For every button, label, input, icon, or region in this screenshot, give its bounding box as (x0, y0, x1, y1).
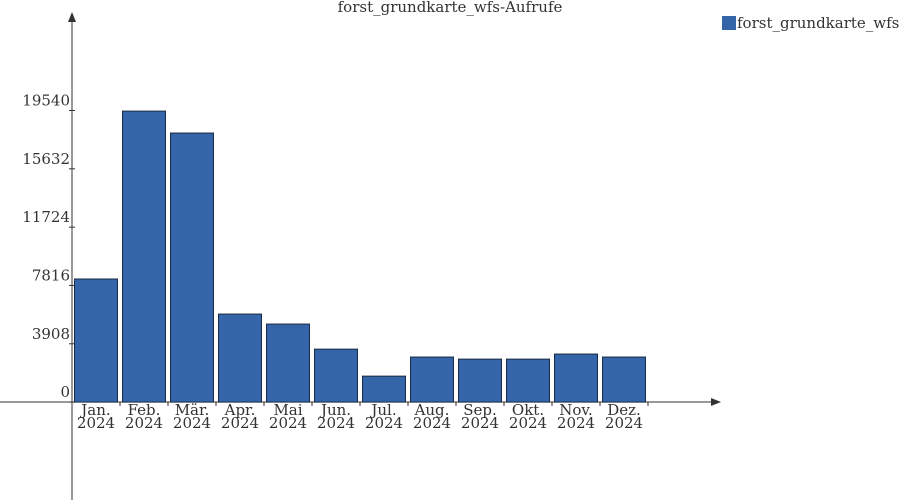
x-tick-label: 2024 (173, 414, 211, 432)
x-tick-label: 2024 (413, 414, 451, 432)
x-tick-label: 2024 (365, 414, 403, 432)
x-tick-label: 2024 (605, 414, 643, 432)
bar (122, 110, 166, 403)
x-tick-label: 2024 (125, 414, 163, 432)
bar (314, 348, 358, 403)
bar (218, 313, 262, 403)
bar (410, 356, 454, 403)
x-tick-label: Nov. (559, 401, 593, 419)
x-tick-label: Apr. (224, 401, 256, 419)
x-tick-label: Jul. (369, 401, 396, 419)
bar (266, 323, 310, 403)
bar (554, 353, 598, 403)
bar (458, 358, 502, 403)
x-tick-label: Sep. (463, 401, 497, 419)
bar (506, 358, 550, 403)
y-tick-label: 3908 (32, 325, 70, 343)
x-tick-label: Jan. (79, 401, 110, 419)
x-tick-label: Feb. (128, 401, 161, 419)
bar (362, 375, 406, 403)
x-tick-label: Jun. (319, 401, 351, 419)
x-tick-label: 2024 (557, 414, 595, 432)
x-tick-label: 2024 (509, 414, 547, 432)
x-tick-label: Aug. (414, 401, 450, 419)
x-tick-label: Mai (273, 401, 302, 419)
bar (74, 278, 118, 403)
y-tick-label: 7816 (32, 266, 70, 284)
x-tick-label: 2024 (461, 414, 499, 432)
x-tick-label: Dez. (607, 401, 641, 419)
x-tick-label: 2024 (269, 414, 307, 432)
x-tick-label: 2024 (221, 414, 259, 432)
x-tick-label: Mär. (175, 401, 210, 419)
y-tick-label: 19540 (22, 92, 70, 110)
x-tick-label: 2024 (317, 414, 355, 432)
x-axis-arrow (711, 398, 721, 406)
x-tick-label: 2024 (77, 414, 115, 432)
x-tick-label: Okt. (512, 401, 544, 419)
bar (170, 132, 214, 403)
y-axis-arrow (68, 12, 76, 22)
bar (602, 356, 646, 403)
y-tick-label: 15632 (22, 150, 70, 168)
legend-swatch (722, 16, 736, 30)
y-tick-label: 11724 (22, 208, 70, 226)
legend-label: forst_grundkarte_wfs (737, 14, 899, 32)
y-tick-label: 0 (60, 383, 70, 401)
chart-title: forst_grundkarte_wfs-Aufrufe (338, 0, 563, 16)
